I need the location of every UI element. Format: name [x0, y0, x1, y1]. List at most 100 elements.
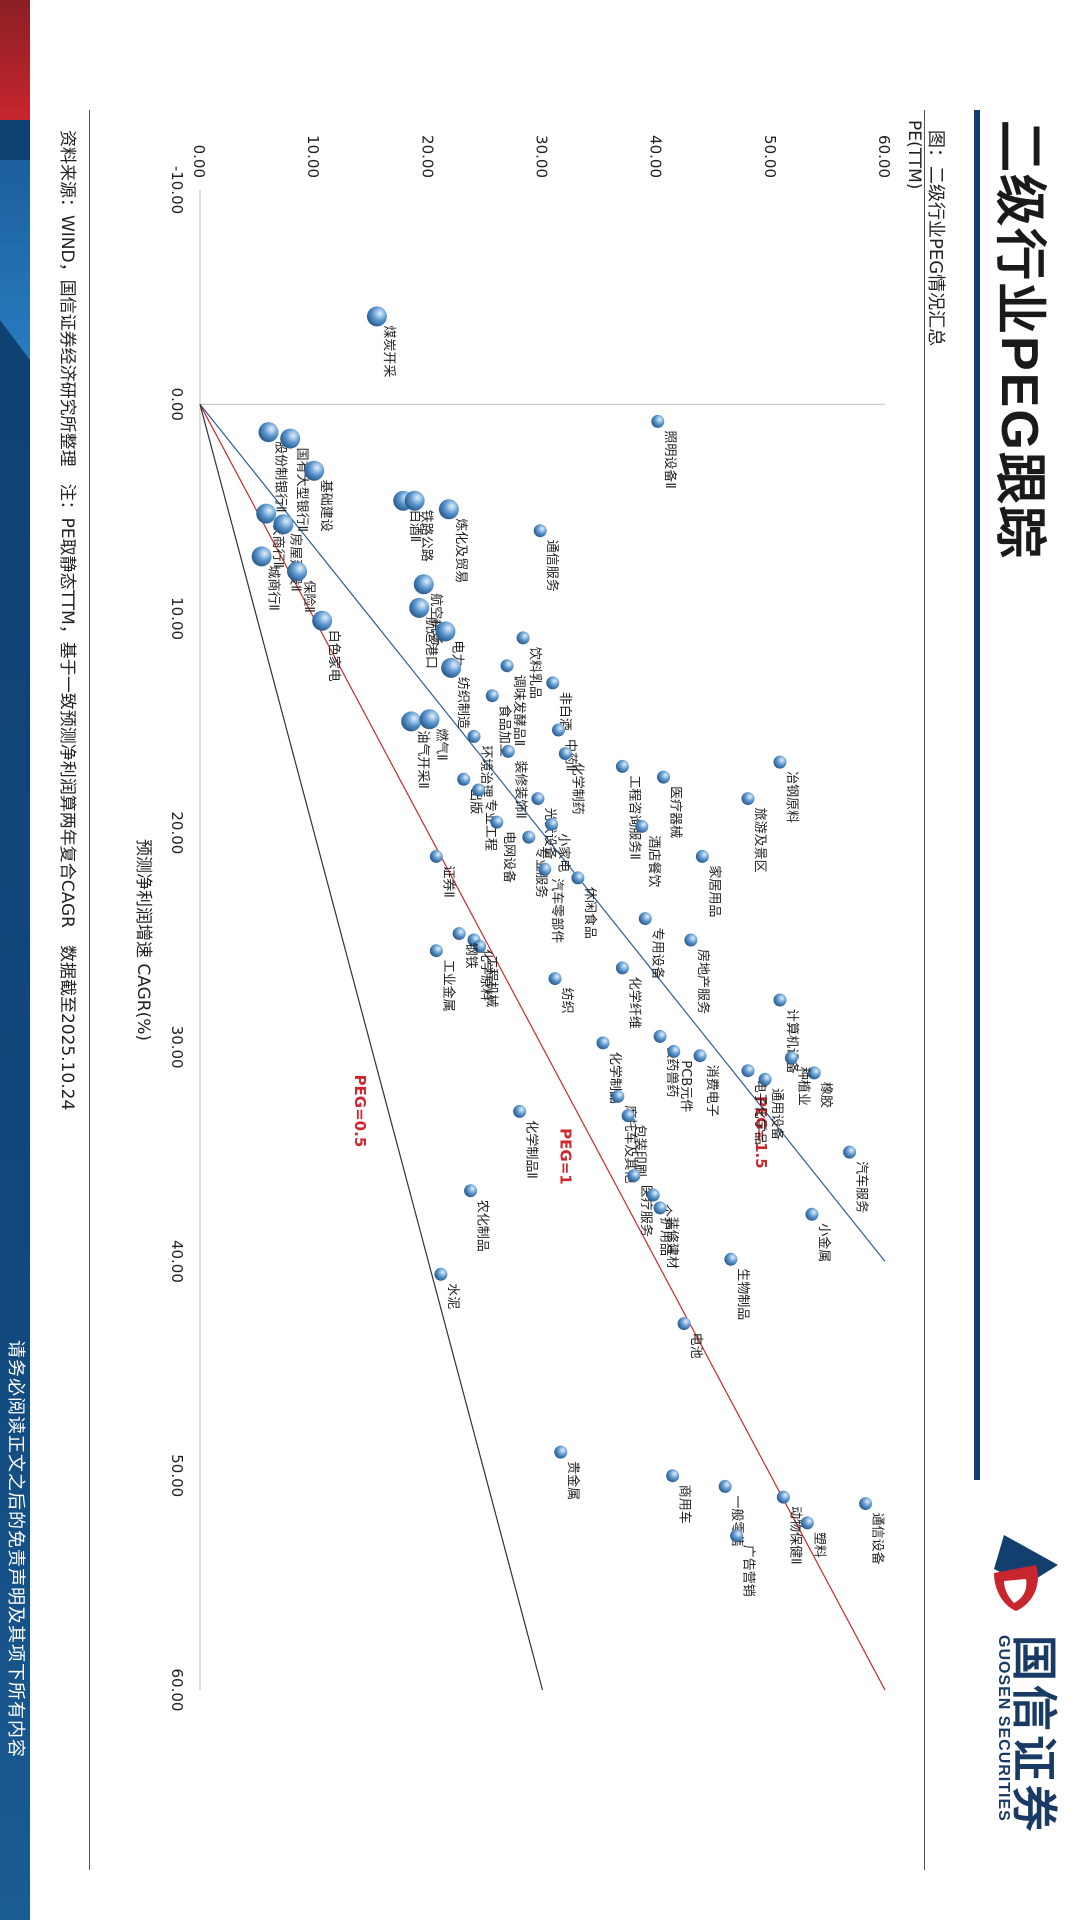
- data-point: [472, 783, 486, 797]
- data-point: [546, 676, 560, 690]
- data-point-label: 橡胶: [818, 1082, 834, 1108]
- data-point: [273, 514, 294, 535]
- data-point: [741, 792, 755, 806]
- data-point-label: 油气开采Ⅱ: [415, 730, 431, 788]
- x-tick-label: 50.00: [168, 1454, 186, 1497]
- data-point: [516, 631, 530, 645]
- data-point-label: 化学原料: [478, 949, 494, 1001]
- data-point: [677, 1317, 691, 1331]
- data-point-label: 煤炭开采: [381, 325, 396, 377]
- data-point-label: 家居用品: [706, 865, 722, 917]
- data-point: [693, 1049, 707, 1063]
- data-point: [251, 546, 272, 567]
- data-point-label: 照明设备Ⅱ: [662, 430, 678, 488]
- data-point: [501, 744, 515, 758]
- data-point-label: 基础建设: [318, 480, 333, 532]
- data-point-label: 炼化及贸易: [453, 518, 468, 583]
- x-axis-title: 预测净利润增速 CAGR(%): [133, 839, 153, 1041]
- data-point-label: 纺织: [559, 988, 574, 1014]
- data-point: [695, 849, 709, 863]
- data-point: [615, 759, 629, 773]
- x-tick-label: 60.00: [168, 1669, 186, 1712]
- y-tick-label: 20.00: [418, 135, 436, 178]
- data-point: [807, 1066, 821, 1080]
- data-point: [859, 1497, 873, 1511]
- data-point: [452, 927, 466, 941]
- data-point: [730, 1529, 744, 1543]
- data-point: [545, 817, 559, 831]
- data-point: [718, 1479, 732, 1493]
- data-point-label: 动物保健Ⅱ: [787, 1506, 802, 1564]
- data-point-label: 个护用品: [657, 1204, 672, 1256]
- data-point-label: 通用设备: [769, 1088, 785, 1140]
- peg-line-label: PEG=0.5: [351, 1075, 369, 1148]
- data-point-label: 专用设备: [649, 928, 665, 980]
- data-point: [627, 1169, 641, 1183]
- data-point: [312, 610, 333, 631]
- logo-mark-icon: [994, 1535, 1058, 1611]
- data-point: [485, 689, 499, 703]
- data-point: [558, 747, 572, 761]
- data-point: [615, 961, 629, 975]
- data-point: [800, 1516, 814, 1530]
- data-point-label: 股份制银行Ⅱ: [273, 441, 288, 512]
- data-point-label: 农化制品: [475, 1200, 490, 1252]
- data-point-label: 包装印刷: [632, 1125, 647, 1177]
- data-point-label: 冶钢原料: [784, 771, 799, 823]
- data-point: [413, 574, 434, 595]
- peg-scatter-chart: 0.00 10.00 20.00 30.00 40.00 50.00 60.00 -10.00…: [133, 120, 924, 1712]
- data-point: [551, 723, 565, 737]
- data-point: [653, 1201, 667, 1215]
- data-point: [554, 1445, 568, 1459]
- data-point: [434, 1267, 448, 1281]
- source-note: 资料来源：WIND，国信证券经济研究所整理 注：PE取静态TTM，基于一致预测净…: [57, 130, 77, 1111]
- x-tick-label: 10.00: [168, 597, 186, 640]
- data-point-label: 航运港口: [423, 617, 439, 669]
- data-point-label: 钢铁: [463, 943, 478, 969]
- data-point: [467, 729, 481, 743]
- data-point-label: 小家电: [556, 833, 572, 872]
- data-point: [843, 1145, 857, 1159]
- data-point: [724, 1252, 738, 1266]
- data-point: [304, 460, 325, 481]
- data-point-label: 酒店餐饮: [646, 835, 662, 887]
- data-point: [684, 933, 698, 947]
- data-point-label: 专业工程: [483, 799, 498, 851]
- y-tick-label: 50.00: [761, 135, 779, 178]
- y-axis-title: PE(TTM): [904, 120, 924, 189]
- data-point: [646, 1188, 660, 1202]
- data-point-label: 通信服务: [544, 540, 560, 592]
- data-point-label: 工程咨询服务Ⅱ: [626, 775, 642, 859]
- data-point: [596, 1036, 610, 1050]
- y-tick-label: 60.00: [875, 135, 893, 178]
- data-point-label: 化学制品Ⅱ: [524, 1120, 540, 1178]
- peg-line: [199, 403, 886, 1262]
- data-point-label: 休闲食品: [582, 887, 598, 939]
- data-point: [419, 709, 440, 730]
- data-point: [653, 1029, 667, 1043]
- data-point: [651, 414, 665, 428]
- data-point: [741, 1064, 755, 1078]
- data-point-label: 生物制品: [735, 1268, 750, 1320]
- data-point-label: 调味发酵品Ⅱ: [511, 675, 527, 746]
- data-point: [490, 815, 504, 829]
- x-tick-label: -10.00: [168, 166, 186, 214]
- data-point: [464, 1184, 478, 1198]
- data-point-label: PCB元件: [678, 1060, 693, 1112]
- data-point-label: 摩托车及其他: [622, 1105, 638, 1183]
- data-point: [533, 524, 547, 538]
- data-point-label: 汽车服务: [854, 1161, 870, 1213]
- data-point: [287, 561, 308, 582]
- data-point-label: 房地产服务: [695, 949, 711, 1014]
- x-tick-label: 40.00: [168, 1240, 186, 1283]
- data-point: [805, 1207, 819, 1221]
- data-point-label: 国有大型银行Ⅱ: [294, 448, 309, 532]
- data-point: [429, 849, 443, 863]
- data-point-label: 汽车零部件: [549, 878, 565, 943]
- footer-deco-red: [0, 0, 30, 120]
- data-point-label: 装修装饰Ⅱ: [512, 760, 527, 818]
- data-point-label: 贵金属: [565, 1461, 581, 1500]
- data-point: [638, 912, 652, 926]
- data-point: [773, 993, 787, 1007]
